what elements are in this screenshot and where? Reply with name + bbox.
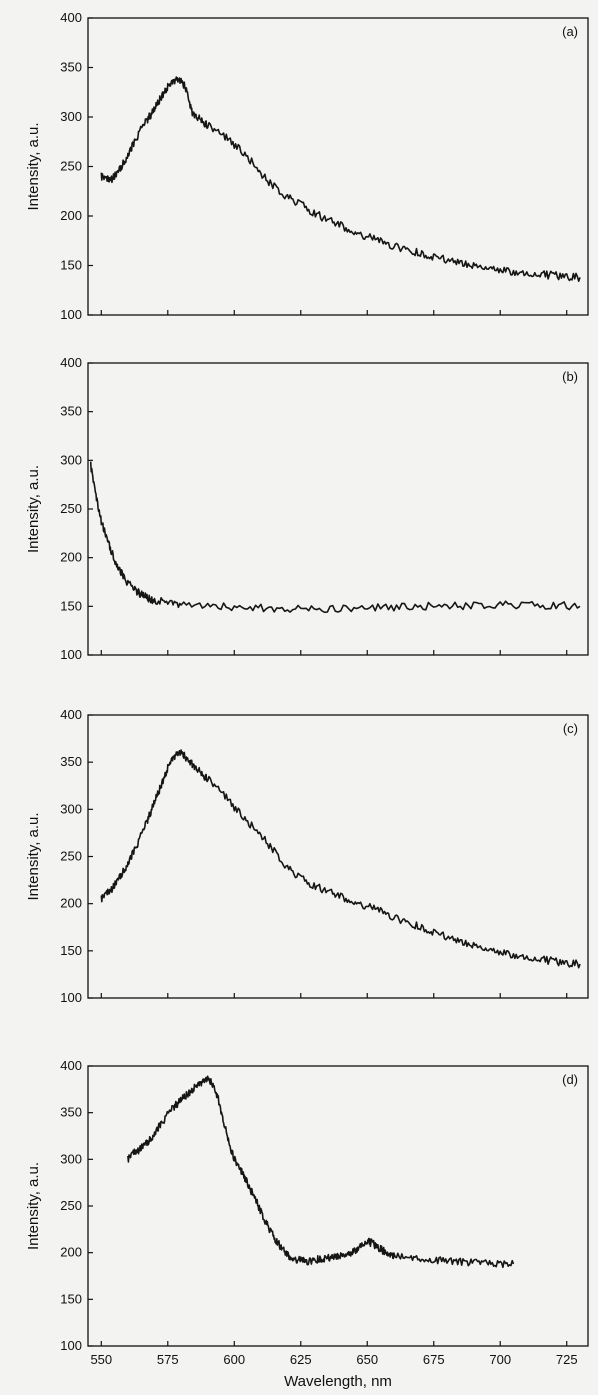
y-tick-label: 350 (60, 754, 82, 769)
y-tick-label: 250 (60, 849, 82, 864)
x-tick-label: 725 (556, 1352, 578, 1367)
x-tick-label: 600 (223, 1352, 245, 1367)
x-tick-label: 675 (423, 1352, 445, 1367)
plot-frame (87, 1065, 589, 1347)
panel-label: (c) (563, 721, 578, 736)
y-tick-label: 100 (60, 1338, 82, 1353)
panel-label: (b) (562, 369, 578, 384)
y-tick-label: 200 (60, 896, 82, 911)
y-tick-label: 400 (60, 707, 82, 722)
y-tick-label: 100 (60, 990, 82, 1005)
y-tick-label: 350 (60, 404, 82, 419)
y-axis-title: Intensity, a.u. (25, 122, 42, 210)
panel-b: 100 150 200 250 300 350 400 Intensity, a.u. (b) (25, 355, 589, 662)
y-tick-label: 150 (60, 943, 82, 958)
x-axis-title: Wavelength, nm (284, 1373, 392, 1390)
y-tick-label: 300 (60, 1151, 82, 1166)
y-tick-label: 350 (60, 1105, 82, 1120)
y-tick-label: 300 (60, 109, 82, 124)
y-tick-label: 100 (60, 307, 82, 322)
panel-c: 100 150 200 250 300 350 400 Intensity, a.u. (c) (25, 707, 589, 1005)
panel-label: (a) (562, 24, 578, 39)
y-tick-label: 400 (60, 1058, 82, 1073)
y-axis-title: Intensity, a.u. (25, 812, 42, 900)
y-tick-label: 250 (60, 501, 82, 516)
y-tick-label: 400 (60, 355, 82, 370)
series-line (100, 749, 581, 969)
y-tick-label: 100 (60, 647, 82, 662)
x-tick-label: 625 (290, 1352, 312, 1367)
x-tick-label: 700 (489, 1352, 511, 1367)
y-tick-label: 400 (60, 10, 82, 25)
panel-d: 100 150 200 250 300 350 400 550 575 600 625 650 675 7… (25, 1058, 589, 1367)
y-tick-label: 350 (60, 60, 82, 75)
series-line (89, 461, 581, 614)
y-tick-label: 150 (60, 598, 82, 613)
y-tick-label: 250 (60, 159, 82, 174)
panel-label: (d) (562, 1072, 578, 1087)
y-tick-label: 150 (60, 1291, 82, 1306)
y-tick-label: 250 (60, 1198, 82, 1213)
series-line (100, 76, 581, 283)
y-tick-label: 300 (60, 452, 82, 467)
series-line (127, 1075, 515, 1269)
y-axis-title: Intensity, a.u. (25, 465, 42, 553)
y-axis-title: Intensity, a.u. (25, 1162, 42, 1250)
x-tick-label: 650 (356, 1352, 378, 1367)
panel-a: 100 150 200 250 300 350 400 Intensity, a.u. (a) (25, 10, 589, 322)
y-tick-label: 200 (60, 1245, 82, 1260)
y-tick-label: 200 (60, 550, 82, 565)
y-tick-label: 150 (60, 258, 82, 273)
y-tick-label: 300 (60, 801, 82, 816)
x-tick-label: 550 (90, 1352, 112, 1367)
x-tick-label: 575 (157, 1352, 179, 1367)
y-tick-label: 200 (60, 208, 82, 223)
